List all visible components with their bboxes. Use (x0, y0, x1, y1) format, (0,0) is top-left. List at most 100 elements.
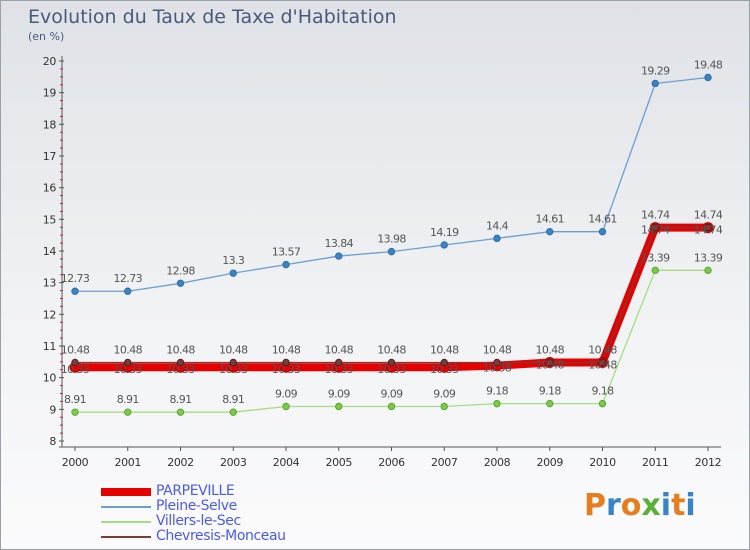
data-point-chevresis-monceau (440, 358, 448, 367)
data-point-villers-le-sec (440, 402, 448, 411)
data-label-chevresis-monceau: 10.48 (219, 343, 248, 356)
data-label-pleine-selve: 13.57 (272, 246, 301, 259)
data-point-villers-le-sec (598, 399, 607, 408)
x-tick-label: 2010 (589, 456, 616, 469)
unit-label: (en %) (28, 30, 65, 43)
data-label-chevresis-monceau: 10.48 (430, 343, 459, 356)
data-point-chevresis-monceau (124, 358, 132, 367)
data-label-villers-le-sec: 9.18 (539, 385, 562, 398)
data-label-chevresis-monceau: 10.48 (61, 343, 90, 356)
data-label-pleine-selve: 14.61 (536, 213, 565, 226)
data-label-chevresis-monceau: 10.48 (377, 343, 406, 356)
data-label-pleine-selve: 12.73 (61, 272, 90, 285)
data-label-parpeville: 14.74 (694, 224, 723, 237)
data-point-pleine-selve (335, 252, 343, 260)
data-label-chevresis-monceau: 10.48 (272, 343, 301, 356)
data-label-villers-le-sec: 8.91 (169, 393, 191, 406)
data-point-chevresis-monceau (229, 358, 237, 367)
data-point-pleine-selve (546, 227, 554, 236)
data-label-parpeville: 10.33 (114, 363, 143, 376)
data-label-parpeville: 14.74 (641, 224, 670, 237)
data-label-parpeville: 10.48 (536, 358, 565, 371)
data-point-pleine-selve (704, 73, 712, 82)
data-point-pleine-selve (387, 247, 396, 256)
data-point-chevresis-monceau (335, 358, 343, 367)
chart-title: Evolution du Taux de Taxe d'Habitation (28, 6, 397, 28)
data-label-villers-le-sec: 9.18 (486, 385, 509, 398)
data-point-chevresis-monceau (387, 358, 396, 367)
data-point-villers-le-sec (704, 266, 712, 275)
x-tick-label: 2000 (62, 456, 89, 469)
y-tick-label: 17 (43, 150, 57, 163)
data-label-parpeville: 10.33 (166, 363, 195, 376)
data-point-villers-le-sec (387, 402, 396, 411)
data-label-pleine-selve: 19.29 (641, 64, 670, 77)
x-tick-label: 2007 (431, 456, 458, 469)
data-label-chevresis-monceau: 14.74 (641, 209, 670, 222)
data-label-pleine-selve: 13.98 (377, 233, 406, 246)
data-label-villers-le-sec: 9.09 (433, 387, 456, 400)
data-label-chevresis-monceau: 10.48 (588, 343, 617, 356)
data-point-villers-le-sec (176, 408, 185, 416)
y-tick-label: 16 (43, 182, 57, 195)
x-tick-label: 2006 (378, 456, 405, 469)
data-label-chevresis-monceau: 10.48 (114, 343, 143, 356)
data-label-villers-le-sec: 9.18 (591, 385, 614, 398)
data-point-villers-le-sec (651, 266, 659, 275)
data-label-parpeville: 10.33 (61, 363, 90, 376)
data-point-chevresis-monceau (71, 358, 79, 367)
y-tick-label: 15 (43, 213, 57, 226)
y-tick-label: 18 (43, 118, 57, 131)
data-point-chevresis-monceau (493, 358, 501, 367)
x-tick-label: 2008 (484, 456, 511, 469)
data-label-parpeville: 10.33 (377, 363, 406, 376)
data-point-villers-le-sec (493, 399, 501, 408)
data-point-chevresis-monceau (176, 358, 185, 367)
data-point-chevresis-monceau (546, 358, 554, 367)
logo-letter: i (685, 488, 696, 523)
data-label-pleine-selve: 14.19 (430, 226, 459, 239)
data-point-pleine-selve (71, 287, 79, 295)
data-point-pleine-selve (124, 287, 132, 295)
data-label-parpeville: 10.33 (219, 363, 248, 376)
x-tick-label: 2002 (167, 456, 193, 469)
data-point-pleine-selve (440, 241, 448, 249)
data-label-pleine-selve: 14.4 (486, 219, 509, 232)
y-tick-label: 20 (43, 55, 57, 68)
data-label-parpeville: 10.48 (588, 358, 617, 371)
data-label-chevresis-monceau: 10.48 (483, 343, 512, 356)
y-tick-label: 12 (43, 308, 56, 321)
legend-swatch (101, 536, 151, 538)
x-tick-label: 2011 (642, 456, 668, 469)
data-point-pleine-selve (176, 279, 185, 287)
logo-letter: o (620, 488, 642, 523)
x-tick-label: 2004 (273, 456, 300, 469)
logo-letter: r (606, 488, 621, 523)
data-label-pleine-selve: 19.48 (694, 58, 723, 71)
data-label-villers-le-sec: 9.09 (275, 387, 298, 400)
data-point-chevresis-monceau (651, 223, 659, 232)
data-point-villers-le-sec (546, 399, 554, 408)
data-label-parpeville: 10.33 (325, 363, 354, 376)
data-label-pleine-selve: 12.98 (166, 264, 195, 277)
data-label-parpeville: 10.33 (430, 363, 459, 376)
data-label-villers-le-sec: 8.91 (222, 393, 244, 406)
legend-swatch (101, 506, 151, 508)
x-tick-label: 2009 (537, 456, 564, 469)
data-point-pleine-selve (229, 269, 237, 277)
legend-label: Villers-le-Sec (156, 513, 241, 529)
y-tick-label: 8 (49, 435, 56, 448)
data-point-villers-le-sec (229, 408, 237, 416)
logo-letter: x (641, 488, 661, 523)
y-tick-label: 10 (43, 372, 57, 385)
y-tick-label: 13 (43, 277, 57, 290)
data-point-villers-le-sec (335, 402, 343, 411)
data-label-pleine-selve: 13.3 (222, 254, 245, 267)
data-label-pleine-selve: 14.61 (588, 213, 617, 226)
data-point-pleine-selve (598, 227, 607, 236)
data-label-villers-le-sec: 13.39 (641, 251, 670, 264)
data-point-villers-le-sec (124, 408, 132, 416)
data-label-pleine-selve: 13.84 (325, 237, 354, 250)
legend-swatch (101, 521, 151, 523)
